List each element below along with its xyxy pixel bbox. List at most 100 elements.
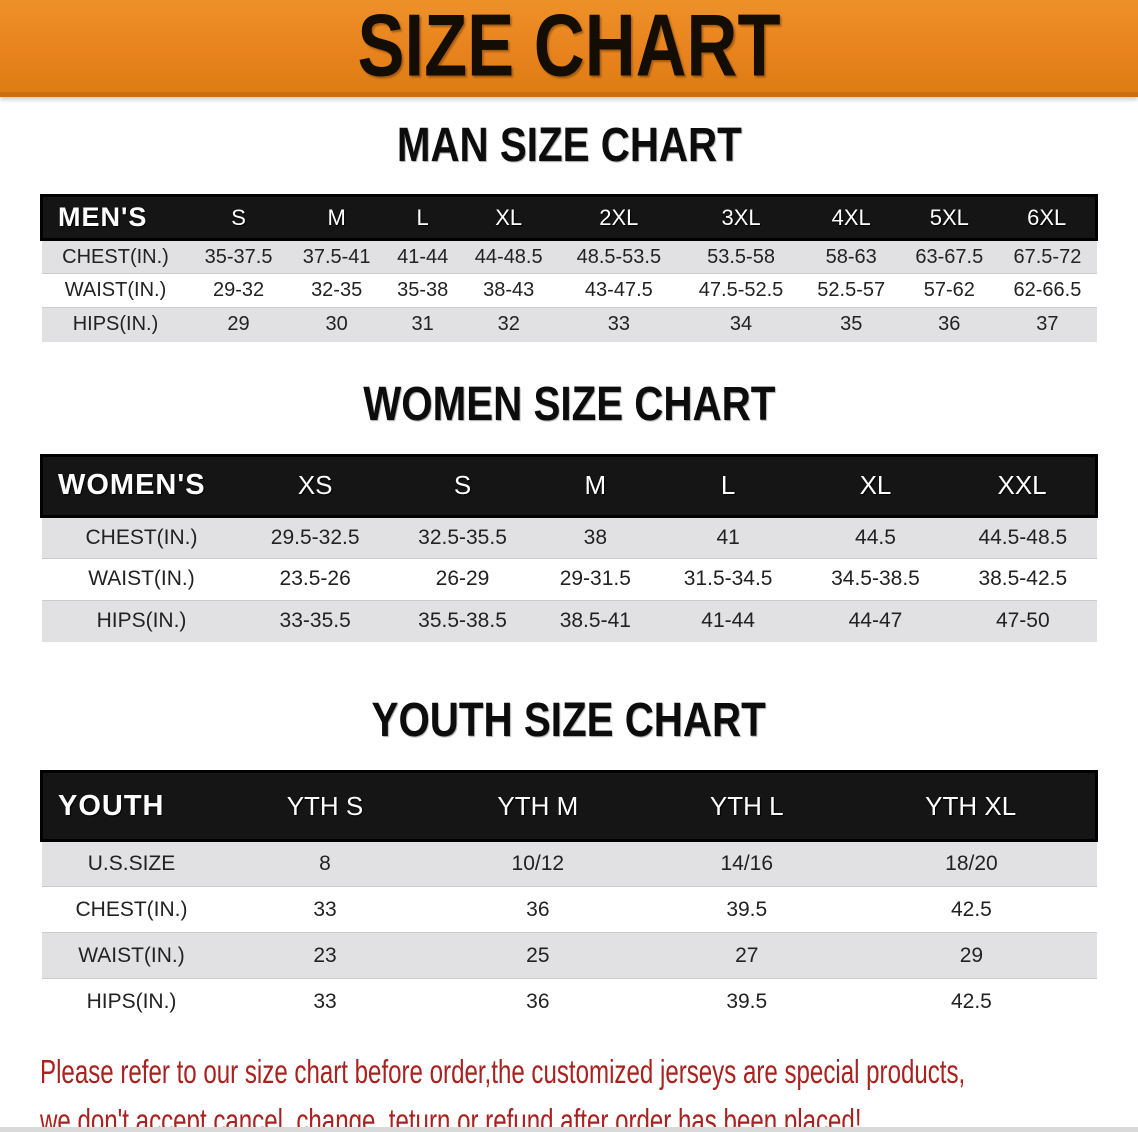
size-value: 35-38: [397, 279, 449, 301]
table-row: HIPS(IN.) 33 36 39.5 42.5: [41, 978, 1097, 1025]
size-value: 39.5: [726, 897, 768, 921]
column-header-s: S: [189, 194, 288, 241]
table-row: WAIST(IN.) 29-32 32-35 35-38 38-43 43-47.5 47.…: [41, 273, 1097, 308]
row-label: HIPS(IN.): [86, 989, 177, 1013]
disclaimer-line-2: we don't accept cancel, change, teturn o…: [40, 1101, 862, 1132]
column-header-5xl: 5XL: [900, 194, 999, 241]
youth-size-section: YOUTH SIZE CHART YOUTH YTH S YTH M YTH L YTH …: [0, 697, 1138, 1025]
mens-size-section: MAN SIZE CHART MEN'S S M L XL 2XL 3XL 4XL 5XL 6XL C…: [0, 119, 1138, 342]
size-value: 52.5-57: [817, 279, 886, 301]
column-header-yth-s: YTH S: [221, 770, 429, 842]
column-header-xl: XL: [801, 453, 950, 518]
size-value: 47-50: [995, 609, 1050, 633]
column-header-yth-m: YTH M: [428, 770, 648, 842]
size-value: 31: [411, 313, 434, 336]
size-value: 36: [938, 313, 961, 336]
table-header: MEN'S S M L XL 2XL 3XL 4XL 5XL 6XL: [40, 194, 1099, 241]
table-row: CHEST(IN.) 35-37.5 37.5-41 41-44 44-48.5 48.5…: [41, 239, 1097, 274]
column-header-3xl: 3XL: [679, 194, 803, 241]
column-header-xs: XS: [241, 453, 389, 518]
row-label: U.S.SIZE: [87, 852, 176, 875]
table-body: U.S.SIZE 8 10/12 14/16 18/20 CHEST(IN.) 33 36 39…: [41, 840, 1097, 1025]
disclaimer: Please refer to our size chart before or…: [0, 1047, 1138, 1132]
column-header-xl: XL: [459, 194, 558, 241]
size-value: 37.5-41: [302, 245, 371, 268]
size-value: 33: [607, 313, 630, 336]
image-bottom-edge: [0, 1127, 1138, 1132]
column-header-4xl: 4XL: [802, 194, 901, 241]
size-value: 42.5: [950, 897, 992, 921]
size-value: 53.5-58: [707, 245, 775, 268]
size-value: 36: [526, 989, 550, 1013]
column-header-m: M: [287, 194, 386, 241]
section-heading-text: MAN SIZE CHART: [396, 119, 742, 172]
size-value: 44.5-48.5: [978, 525, 1068, 549]
size-value: 27: [735, 943, 759, 967]
size-value: 8: [319, 852, 331, 875]
column-header-l: L: [654, 453, 802, 518]
size-value: 32: [497, 313, 520, 336]
size-value: 35: [840, 313, 863, 336]
disclaimer-line-1: Please refer to our size chart before or…: [40, 1052, 966, 1090]
row-label: CHEST(IN.): [85, 525, 198, 549]
column-header-yth-l: YTH L: [647, 770, 847, 842]
size-value: 29.5-32.5: [270, 525, 360, 549]
size-value: 67.5-72: [1013, 245, 1082, 268]
size-value: 33: [313, 989, 337, 1013]
size-value: 33: [313, 897, 337, 921]
size-value: 43-47.5: [584, 279, 653, 301]
table-header: YOUTH YTH S YTH M YTH L YTH XL: [40, 770, 1099, 842]
size-value: 34.5-38.5: [831, 567, 920, 590]
row-label: CHEST(IN.): [62, 245, 169, 268]
size-value: 62-66.5: [1013, 279, 1082, 301]
sections: MAN SIZE CHART MEN'S S M L XL 2XL 3XL 4XL 5XL 6XL C…: [0, 119, 1138, 1025]
size-value: 39.5: [726, 989, 768, 1013]
row-label: HIPS(IN.): [72, 313, 159, 336]
size-value: 48.5-53.5: [576, 245, 662, 268]
column-header-6xl: 6XL: [998, 194, 1099, 241]
size-value: 29-32: [212, 279, 265, 301]
column-header-l: L: [385, 194, 460, 241]
womens-size-section: WOMEN SIZE CHART WOMEN'S XS S M L XL XXL CHEST(I…: [0, 377, 1138, 642]
table-row: WAIST(IN.) 23.5-26 26-29 29-31.5 31.5-34.5 34…: [41, 558, 1097, 600]
size-value: 23.5-26: [279, 567, 351, 590]
size-value: 47.5-52.5: [698, 279, 784, 301]
table-row: U.S.SIZE 8 10/12 14/16 18/20: [41, 840, 1097, 887]
size-value: 35.5-38.5: [418, 609, 507, 633]
size-value: 25: [526, 943, 550, 967]
size-value: 26-29: [435, 567, 490, 590]
header-row: MEN'S S M L XL 2XL 3XL 4XL 5XL 6XL: [40, 194, 1099, 241]
header-row: WOMEN'S XS S M L XL XXL: [40, 453, 1099, 518]
size-value: 38-43: [483, 279, 535, 301]
size-value: 38.5-41: [559, 609, 631, 633]
table-row: HIPS(IN.) 33-35.5 35.5-38.5 38.5-41 41-44 44-…: [41, 600, 1097, 642]
size-value: 41: [716, 525, 740, 549]
youth-section-heading: YOUTH SIZE CHART: [0, 697, 1138, 745]
womens-table-title: WOMEN'S: [40, 453, 242, 518]
size-value: 34: [729, 313, 753, 336]
size-value: 44-48.5: [474, 245, 543, 268]
section-heading-text: WOMEN SIZE CHART: [362, 377, 776, 431]
table-header: WOMEN'S XS S M L XL XXL: [40, 453, 1099, 518]
size-value: 35-37.5: [204, 245, 273, 268]
mens-size-table: MEN'S S M L XL 2XL 3XL 4XL 5XL 6XL CHEST(IN.) 35-37…: [40, 194, 1099, 342]
size-value: 44.5: [855, 525, 896, 549]
size-value: 32.5-35.5: [418, 525, 507, 549]
column-header-yth-xl: YTH XL: [846, 770, 1099, 842]
size-value: 29-31.5: [559, 567, 631, 590]
row-label: WAIST(IN.): [64, 279, 167, 301]
size-value: 10/12: [511, 852, 565, 875]
banner-title: SIZE CHART: [357, 0, 781, 95]
size-value: 33-35.5: [279, 609, 351, 633]
size-value: 41-44: [397, 245, 449, 268]
column-header-xxl: XXL: [949, 453, 1099, 518]
size-value: 31.5-34.5: [683, 567, 773, 590]
size-value: 37: [1036, 313, 1059, 336]
size-value: 14/16: [720, 852, 774, 875]
size-value: 36: [526, 897, 550, 921]
womens-size-table: WOMEN'S XS S M L XL XXL CHEST(IN.) 29.5-32.5 32.5…: [40, 453, 1099, 642]
size-value: 30: [325, 313, 348, 336]
table-body: CHEST(IN.) 29.5-32.5 32.5-35.5 38 41 44.5 44.5…: [41, 516, 1097, 642]
youth-size-table: YOUTH YTH S YTH M YTH L YTH XL U.S.SIZE 8 10/12…: [40, 770, 1099, 1025]
mens-table-title: MEN'S: [40, 194, 190, 241]
